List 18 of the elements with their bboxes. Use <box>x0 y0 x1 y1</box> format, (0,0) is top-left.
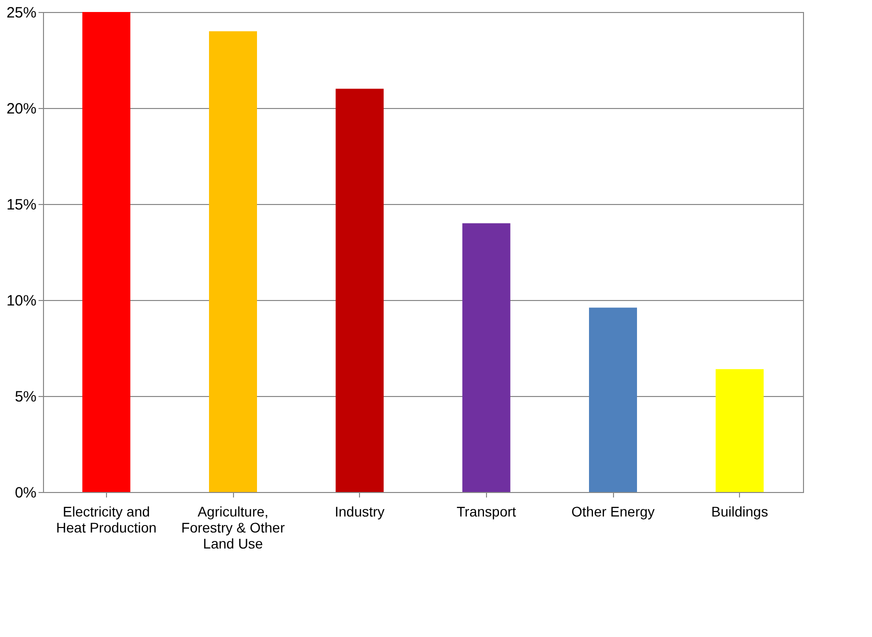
x-tick-label: Buildings <box>711 504 768 520</box>
y-tick-label: 20% <box>6 100 36 118</box>
bar <box>336 88 384 492</box>
bar <box>462 223 510 492</box>
x-tick-label: Agriculture, Forestry & Other Land Use <box>181 504 286 552</box>
bar <box>589 308 637 492</box>
y-tick-label: 15% <box>6 196 36 214</box>
y-tick-label: 0% <box>14 484 36 502</box>
x-tick-label: Electricity and Heat Production <box>56 504 157 536</box>
y-tick-label: 25% <box>6 4 36 22</box>
y-tick-label: 10% <box>6 292 36 310</box>
x-tick-label: Other Energy <box>571 504 655 520</box>
bar <box>82 12 130 492</box>
x-tick-label: Transport <box>456 504 516 520</box>
y-tick-label: 5% <box>14 388 36 406</box>
bar <box>209 31 257 492</box>
x-tick-label: Industry <box>334 504 385 520</box>
bar <box>716 369 764 492</box>
